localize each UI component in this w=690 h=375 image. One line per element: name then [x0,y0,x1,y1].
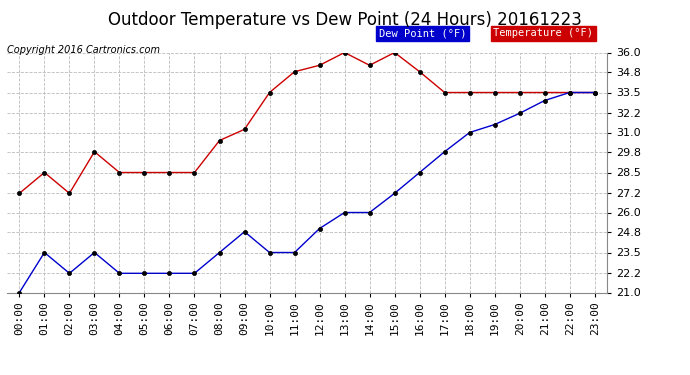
Text: Outdoor Temperature vs Dew Point (24 Hours) 20161223: Outdoor Temperature vs Dew Point (24 Hou… [108,11,582,29]
Text: Dew Point (°F): Dew Point (°F) [379,28,466,38]
Text: Copyright 2016 Cartronics.com: Copyright 2016 Cartronics.com [7,45,160,55]
Text: Temperature (°F): Temperature (°F) [493,28,593,38]
